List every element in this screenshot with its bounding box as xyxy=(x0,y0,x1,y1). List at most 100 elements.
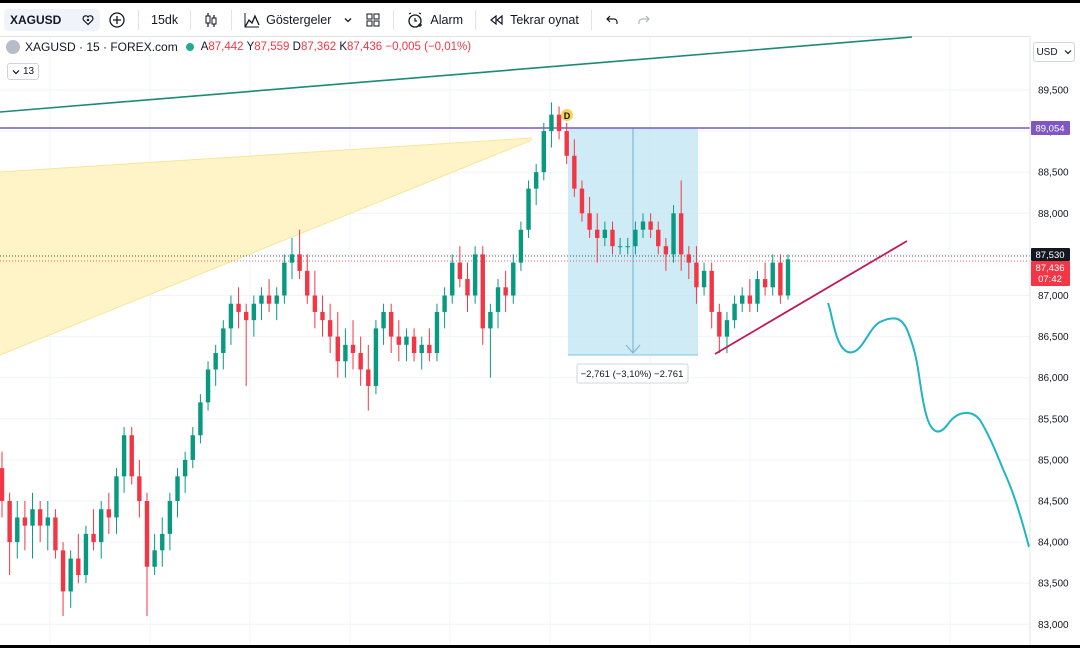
separator xyxy=(590,9,592,30)
candle-body xyxy=(289,254,295,263)
symbol-search[interactable]: XAGUSD xyxy=(4,8,100,31)
high-key: Y xyxy=(246,41,255,53)
redo-icon xyxy=(636,12,652,28)
chevron-down-icon xyxy=(1064,48,1072,56)
candle-body xyxy=(434,311,440,354)
candle-body xyxy=(22,517,28,526)
replay-button[interactable]: Tekrar oynat xyxy=(480,8,587,32)
countdown-label: 07:42 xyxy=(1038,274,1062,285)
open-key: A xyxy=(200,41,209,53)
last-price-tag xyxy=(1031,248,1070,261)
symbol-label: XAGUSD xyxy=(10,12,62,27)
candle-body xyxy=(182,459,188,477)
indicators-icon xyxy=(244,12,260,28)
candle-body xyxy=(450,262,455,296)
currency-button[interactable]: USD xyxy=(1033,42,1075,62)
candle-body xyxy=(488,311,493,329)
compare-button[interactable] xyxy=(100,8,134,32)
candle-body xyxy=(350,344,356,354)
candle-body xyxy=(732,303,737,321)
candle-body xyxy=(327,320,333,337)
indicators-collapse-button[interactable]: 13 xyxy=(7,63,39,80)
candle-body xyxy=(305,270,310,296)
candle-body xyxy=(190,435,195,460)
candle-body xyxy=(99,509,104,543)
price-tick-label: 83,000 xyxy=(1038,620,1069,631)
support-line[interactable] xyxy=(714,240,908,355)
candle-body xyxy=(442,295,447,312)
candle-body xyxy=(724,320,730,337)
candle-body xyxy=(740,295,745,304)
heart-icon[interactable] xyxy=(82,14,94,26)
horizontal-line-price-label: 89,054 xyxy=(1035,124,1064,135)
layouts-button[interactable] xyxy=(357,8,389,32)
market-status-icon[interactable] xyxy=(185,43,194,51)
candle-body xyxy=(274,295,279,304)
marker-badge[interactable] xyxy=(561,109,573,121)
candle-body xyxy=(53,517,58,551)
candle-body xyxy=(762,279,768,288)
candle-body xyxy=(243,311,249,321)
candle-body xyxy=(228,303,234,329)
candle-body xyxy=(7,501,12,543)
candle-body xyxy=(15,517,20,543)
candle-body xyxy=(472,254,478,296)
rewind-icon xyxy=(488,12,504,28)
candles-icon xyxy=(203,12,219,28)
bottom-border xyxy=(0,645,1080,648)
price-tick-label: 88,000 xyxy=(1038,209,1069,220)
candle-body xyxy=(595,229,600,238)
alert-button[interactable]: Alarm xyxy=(398,8,471,32)
candle-body xyxy=(83,533,89,575)
candle-body xyxy=(564,131,569,156)
interval-label: 15dk xyxy=(151,12,179,27)
separator xyxy=(138,9,139,30)
candle-body xyxy=(465,279,470,296)
separator xyxy=(190,9,192,30)
redo-button[interactable] xyxy=(628,8,660,32)
open-value: 87,442 xyxy=(208,41,244,53)
candle-body xyxy=(167,501,173,534)
candle-body xyxy=(388,311,394,337)
price-chart[interactable]: D −2,761 (−3,10%) −2.761 89,50089,00088,… xyxy=(0,36,1080,645)
indicators-dropdown[interactable] xyxy=(339,8,357,32)
chart-type-button[interactable] xyxy=(195,8,227,32)
candle-body xyxy=(213,353,218,370)
undo-button[interactable] xyxy=(596,8,628,32)
candle-body xyxy=(144,501,150,567)
candle-body xyxy=(625,246,630,248)
grid-icon xyxy=(365,12,381,28)
candle-body xyxy=(518,229,524,263)
indicators-button[interactable]: Göstergeler xyxy=(236,8,339,32)
candle-body xyxy=(236,303,241,312)
candle-body xyxy=(282,262,287,296)
candle-body xyxy=(427,344,432,354)
low-key: D xyxy=(292,41,301,53)
collapse-count: 13 xyxy=(22,66,35,77)
candle-body xyxy=(297,254,302,271)
candle-body xyxy=(343,344,348,362)
price-axis-bg[interactable] xyxy=(1030,36,1080,645)
candle-body xyxy=(640,221,646,230)
candle-body xyxy=(259,295,264,304)
candle-body xyxy=(37,509,43,526)
alarm-clock-icon xyxy=(406,11,424,29)
interval-button[interactable]: 15dk xyxy=(143,8,186,32)
separator xyxy=(475,9,477,30)
candle-body xyxy=(198,402,203,436)
chevron-down-icon xyxy=(12,68,20,76)
measure-label: −2,761 (−3,10%) −2.761 xyxy=(581,369,684,380)
candle-body xyxy=(701,270,707,288)
candle-body xyxy=(60,550,66,592)
legend-title[interactable]: XAGUSD · 15 · FOREX.com xyxy=(25,40,178,54)
currency-label: USD xyxy=(1036,46,1058,58)
candle-body xyxy=(671,213,676,255)
trend-line[interactable] xyxy=(0,36,913,113)
candle-body xyxy=(137,476,142,501)
candle-body xyxy=(251,303,257,321)
projection-path[interactable] xyxy=(827,302,1030,548)
candle-body xyxy=(366,369,371,386)
candle-body xyxy=(549,114,554,132)
candle-body xyxy=(76,558,81,575)
change-value: −0,005 (−0,01%) xyxy=(385,41,472,53)
